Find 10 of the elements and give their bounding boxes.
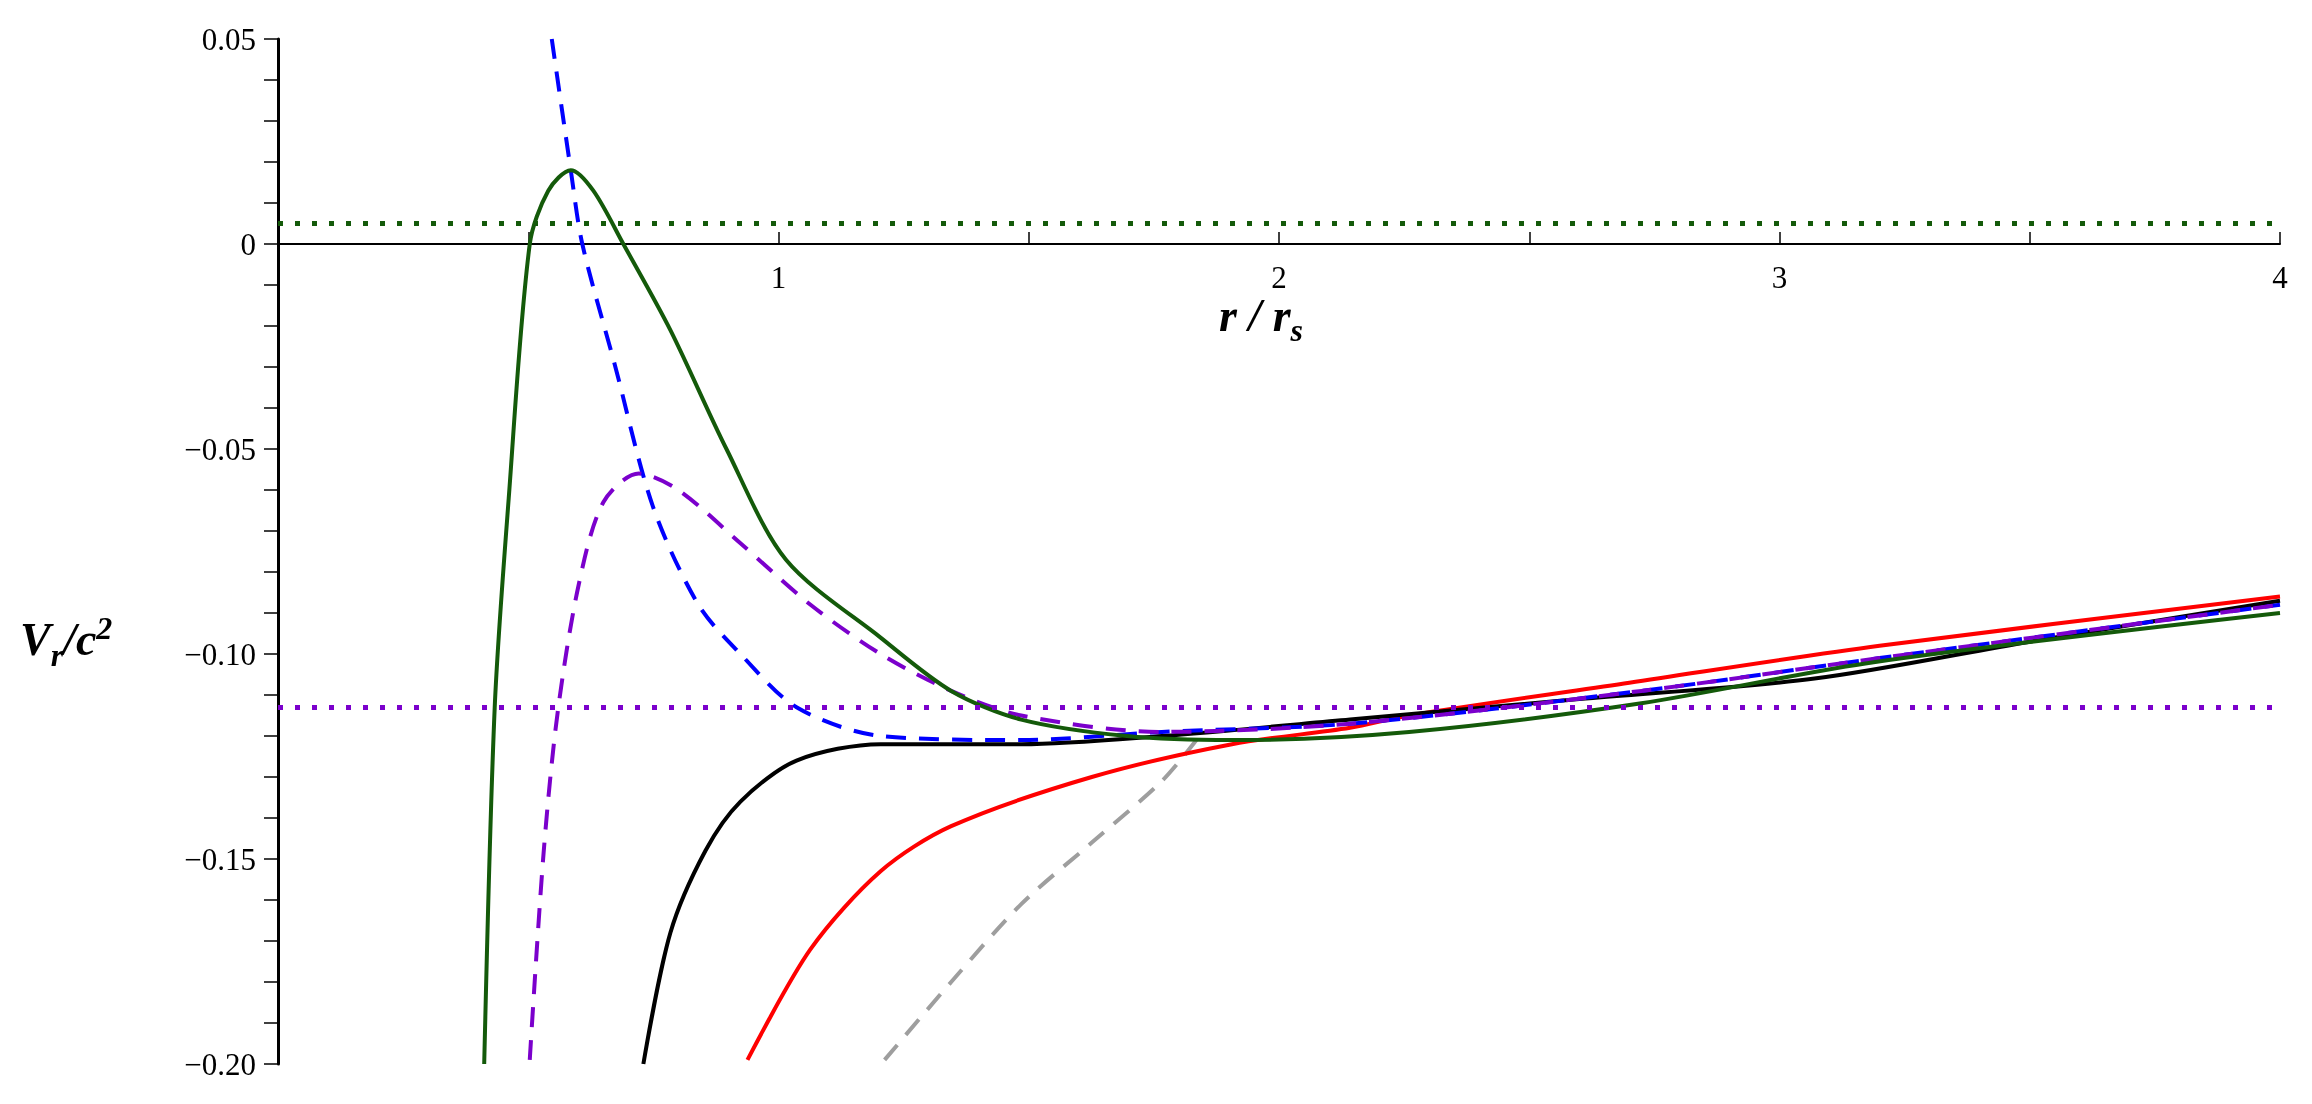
y-tick-label: 0.05 (201, 21, 256, 57)
x-tick-label: 4 (2272, 260, 2289, 295)
y-tick-label: −0.10 (184, 636, 256, 672)
y-axis-title: V$_{r}$/c$^{2}$ (20, 610, 113, 674)
x-tick-label: 1 (770, 260, 787, 295)
x-tick-label: 3 (1771, 260, 1788, 295)
y-tick-label: −0.05 (184, 431, 256, 467)
y-tick-label: 0 (240, 226, 256, 262)
y-tick-label: −0.20 (184, 1046, 256, 1082)
y-tick-label: −0.15 (184, 841, 256, 877)
